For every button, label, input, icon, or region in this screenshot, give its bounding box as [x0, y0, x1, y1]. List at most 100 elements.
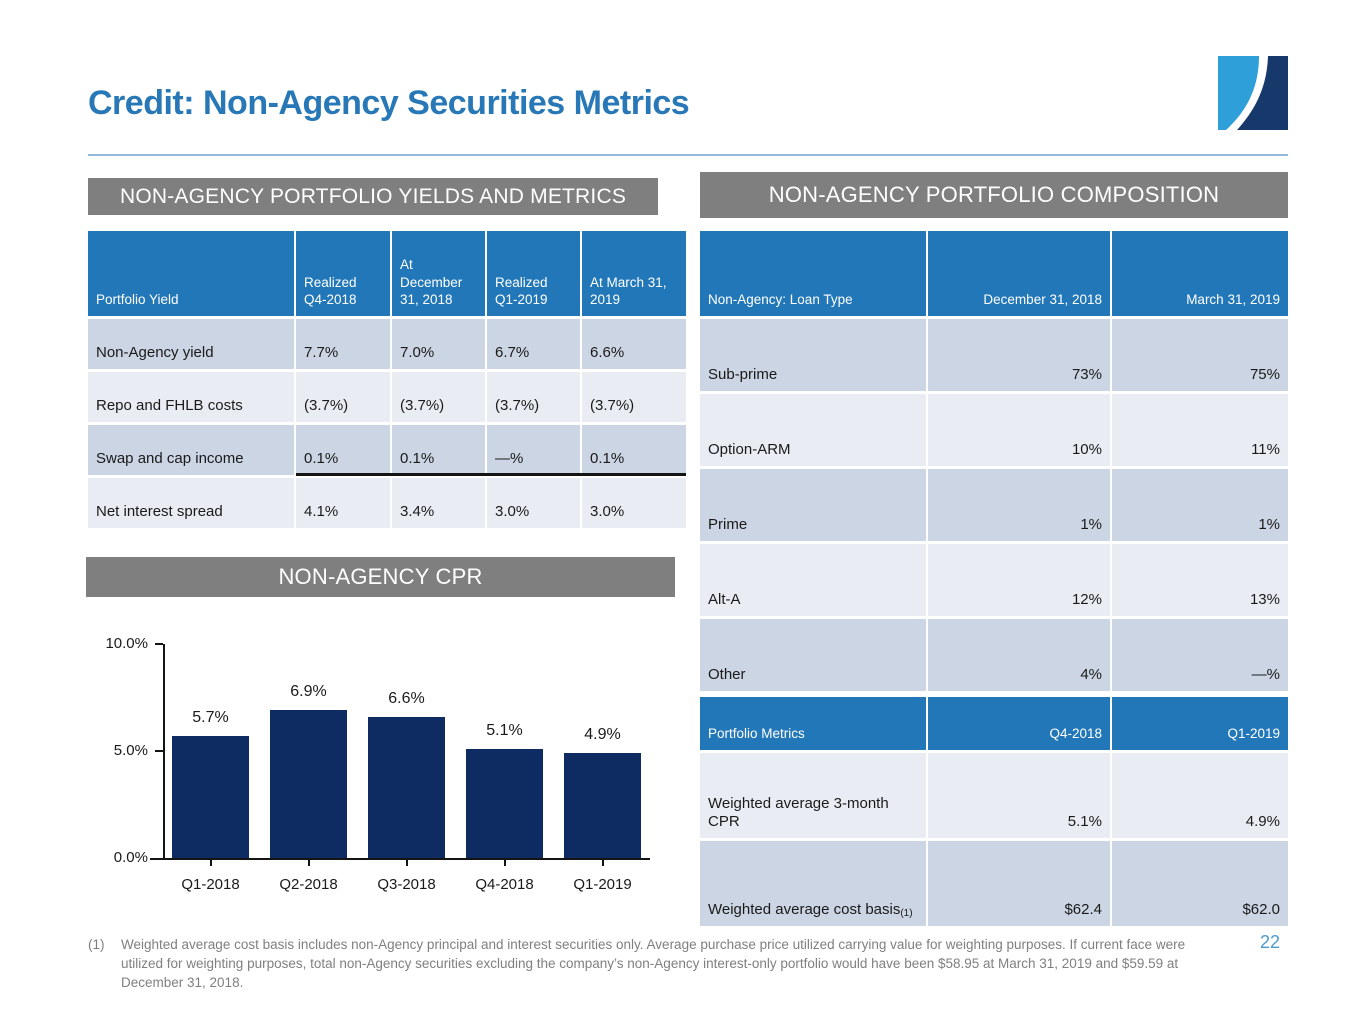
row-label: Non-Agency yield — [88, 319, 294, 369]
x-axis-label: Q2-2018 — [279, 876, 338, 893]
y-axis — [163, 644, 165, 860]
row-label: Swap and cap income — [88, 425, 294, 475]
cell-value: 3.4% — [392, 478, 485, 528]
cell-value: (3.7%) — [487, 372, 580, 422]
cell-value: 73% — [928, 319, 1110, 391]
bar-Q2-2018 — [270, 710, 347, 858]
column-header: Q4-2018 — [928, 697, 1110, 750]
table-row: Non-Agency yield 7.7% 7.0% 6.7% 6.6% — [88, 319, 686, 369]
cell-value: 6.7% — [487, 319, 580, 369]
x-axis — [150, 858, 650, 860]
cell-value: —% — [487, 425, 580, 475]
column-header: Non-Agency: Loan Type — [700, 231, 926, 316]
cell-value: (3.7%) — [392, 372, 485, 422]
table-row: Other 4% —% — [700, 619, 1288, 691]
cell-value: 0.1% — [392, 425, 485, 475]
cell-value: 13% — [1112, 544, 1288, 616]
table-row: Repo and FHLB costs (3.7%) (3.7%) (3.7%)… — [88, 372, 686, 422]
row-label: Weighted average cost basis (1) — [700, 841, 926, 926]
cell-value: 5.1% — [928, 753, 1110, 838]
x-axis-label: Q3-2018 — [377, 876, 436, 893]
bar-Q3-2018 — [368, 716, 445, 858]
column-header: At March 31, 2019 — [582, 231, 686, 316]
cell-value: 3.0% — [487, 478, 580, 528]
totals-underline — [296, 473, 686, 476]
bar-Q4-2018 — [466, 748, 543, 858]
cell-value: 4.9% — [1112, 753, 1288, 838]
column-header: March 31, 2019 — [1112, 231, 1288, 316]
y-tick-label: 10.0% — [105, 635, 148, 652]
row-label: Option-ARM — [700, 394, 926, 466]
section-header-composition: NON-AGENCY PORTFOLIO COMPOSITION — [700, 172, 1288, 218]
table-row: Weighted average 3-month CPR 5.1% 4.9% — [700, 753, 1288, 838]
cell-value: 4.1% — [296, 478, 390, 528]
row-label: Alt-A — [700, 544, 926, 616]
column-header: Portfolio Yield — [88, 231, 294, 316]
cell-value: 7.0% — [392, 319, 485, 369]
x-axis-label: Q1-2018 — [181, 876, 240, 893]
cell-value: 6.6% — [582, 319, 686, 369]
x-tick-mark — [307, 860, 310, 866]
composition-table-header-row: Non-Agency: Loan Type December 31, 2018 … — [700, 231, 1288, 316]
metrics-table-header-row: Portfolio Metrics Q4-2018 Q1-2019 — [700, 697, 1288, 750]
row-label: Net interest spread — [88, 478, 294, 528]
bar-data-label: 6.9% — [290, 683, 327, 701]
column-header: Q1-2019 — [1112, 697, 1288, 750]
bar-data-label: 4.9% — [584, 726, 621, 744]
column-header: Portfolio Metrics — [700, 697, 926, 750]
cell-value: 11% — [1112, 394, 1288, 466]
bar-data-label: 5.1% — [486, 721, 523, 739]
logo-swoosh-icon — [1218, 56, 1288, 130]
row-label: Sub-prime — [700, 319, 926, 391]
cell-value: —% — [1112, 619, 1288, 691]
bar-data-label: 5.7% — [192, 709, 229, 727]
table-row: Weighted average cost basis (1) $62.4 $62… — [700, 841, 1288, 926]
bar-Q1-2019 — [564, 753, 641, 858]
row-label: Prime — [700, 469, 926, 541]
cell-value: 0.1% — [296, 425, 390, 475]
x-tick-mark — [601, 860, 604, 866]
page-title: Credit: Non-Agency Securities Metrics — [88, 84, 690, 122]
column-header: Realized Q1-2019 — [487, 231, 580, 316]
table-row: Sub-prime 73% 75% — [700, 319, 1288, 391]
row-label: Other — [700, 619, 926, 691]
column-header: At December 31, 2018 — [392, 231, 485, 316]
cell-value: (3.7%) — [582, 372, 686, 422]
cell-value: 75% — [1112, 319, 1288, 391]
footnote-ref: (1) — [900, 908, 913, 919]
cell-value: 0.1% — [582, 425, 686, 475]
cell-value: 7.7% — [296, 319, 390, 369]
cell-value: 4% — [928, 619, 1110, 691]
footnote: (1) Weighted average cost basis includes… — [88, 936, 1223, 993]
yields-table: Portfolio Yield Realized Q4-2018 At Dece… — [88, 231, 686, 528]
cell-value: 1% — [1112, 469, 1288, 541]
column-header: December 31, 2018 — [928, 231, 1110, 316]
column-header: Realized Q4-2018 — [296, 231, 390, 316]
cell-value: 1% — [928, 469, 1110, 541]
row-label: Repo and FHLB costs — [88, 372, 294, 422]
portfolio-metrics-table: Portfolio Metrics Q4-2018 Q1-2019 Weight… — [700, 697, 1288, 926]
footnote-text: Weighted average cost basis includes non… — [121, 937, 1186, 990]
bar-Q1-2018 — [172, 736, 249, 858]
x-tick-mark — [405, 860, 408, 866]
title-divider — [88, 154, 1288, 156]
cpr-bar-chart: 10.0% 5.0% 0.0% 5.7% Q1-2018 6.9% Q2-2018 6.6% Q… — [88, 630, 668, 925]
y-tick-label: 5.0% — [113, 742, 148, 759]
section-header-yields: NON-AGENCY PORTFOLIO YIELDS AND METRICS — [88, 178, 658, 215]
table-row: Option-ARM 10% 11% — [700, 394, 1288, 466]
y-tick-mark — [155, 750, 163, 752]
cell-value: $62.0 — [1112, 841, 1288, 926]
row-label: Weighted average 3-month CPR — [700, 753, 926, 838]
y-tick-mark — [155, 643, 163, 645]
yields-table-header-row: Portfolio Yield Realized Q4-2018 At Dece… — [88, 231, 686, 316]
x-tick-mark — [209, 860, 212, 866]
table-row: Prime 1% 1% — [700, 469, 1288, 541]
cell-value: 10% — [928, 394, 1110, 466]
bar-data-label: 6.6% — [388, 689, 425, 707]
x-axis-label: Q4-2018 — [475, 876, 534, 893]
cell-value: 3.0% — [582, 478, 686, 528]
composition-table: Non-Agency: Loan Type December 31, 2018 … — [700, 231, 1288, 691]
table-row: Net interest spread 4.1% 3.4% 3.0% 3.0% — [88, 478, 686, 528]
table-row: Swap and cap income 0.1% 0.1% —% 0.1% — [88, 425, 686, 475]
